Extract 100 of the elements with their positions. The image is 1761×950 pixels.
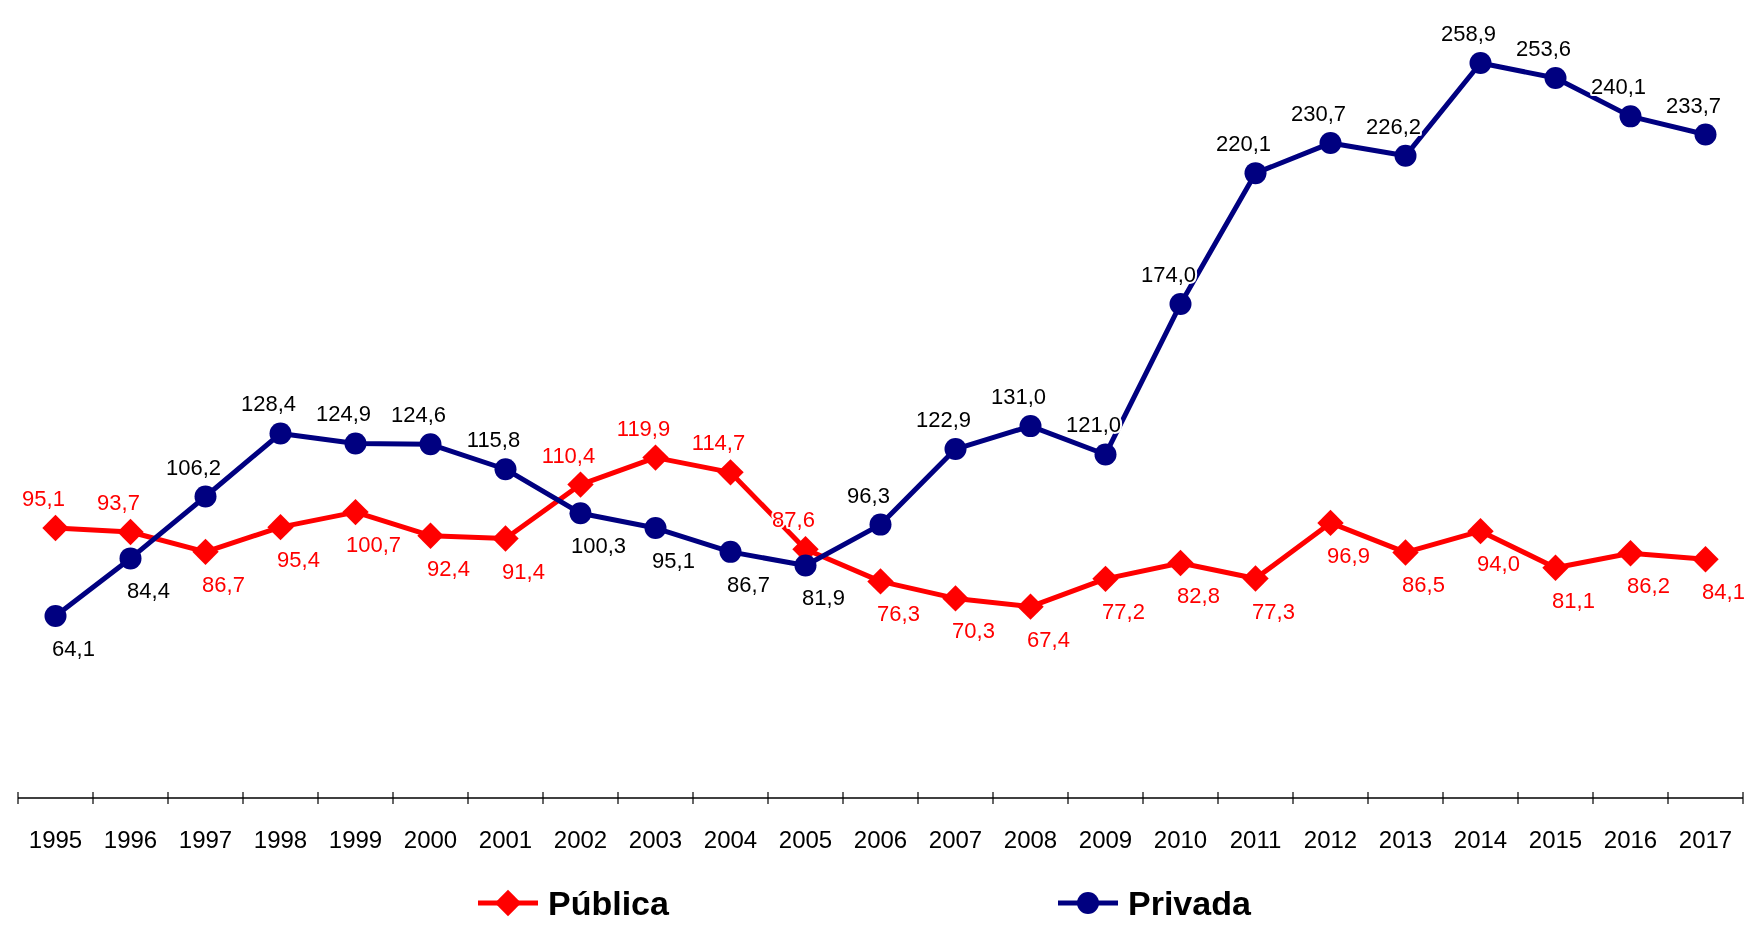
data-label: 115,8 bbox=[466, 427, 521, 453]
point bbox=[1169, 293, 1192, 316]
data-label: 70,3 bbox=[952, 618, 995, 644]
data-label: 128,4 bbox=[240, 391, 297, 417]
point bbox=[1019, 415, 1042, 438]
data-label: 96,3 bbox=[847, 482, 890, 508]
data-label: 67,4 bbox=[1027, 626, 1070, 652]
point bbox=[342, 498, 369, 526]
point bbox=[867, 568, 894, 595]
data-label: 77,2 bbox=[1102, 598, 1145, 624]
data-label: 84,1 bbox=[1702, 579, 1745, 605]
x-tick-label: 2016 bbox=[1603, 826, 1658, 853]
data-label: 84,4 bbox=[127, 578, 170, 604]
point bbox=[1317, 509, 1344, 537]
point bbox=[1467, 517, 1494, 545]
point bbox=[567, 471, 594, 498]
data-label: 124,6 bbox=[390, 402, 447, 428]
point bbox=[119, 547, 142, 570]
x-tick-label: 1997 bbox=[178, 826, 233, 853]
x-tick-label: 2003 bbox=[628, 826, 683, 853]
data-label: 100,7 bbox=[345, 532, 402, 558]
point bbox=[1167, 549, 1194, 577]
point bbox=[1542, 554, 1569, 581]
data-label: 95,4 bbox=[277, 547, 320, 573]
point bbox=[717, 459, 744, 486]
data-label: 122,9 bbox=[915, 407, 972, 433]
data-label: 106,2 bbox=[165, 454, 222, 480]
point bbox=[1544, 67, 1567, 90]
data-label: 64,1 bbox=[52, 636, 95, 662]
point bbox=[642, 444, 669, 471]
data-label: 91,4 bbox=[502, 558, 545, 584]
point bbox=[1694, 123, 1717, 146]
point bbox=[44, 605, 67, 628]
data-label: 124,9 bbox=[315, 401, 372, 427]
point bbox=[42, 514, 69, 542]
point bbox=[1469, 52, 1492, 74]
point bbox=[944, 438, 967, 461]
x-tick-label: 2008 bbox=[1003, 826, 1058, 853]
point bbox=[1094, 443, 1117, 466]
point bbox=[719, 540, 742, 563]
point bbox=[269, 422, 292, 445]
x-tick-label: 1996 bbox=[103, 826, 158, 853]
x-tick-label: 2014 bbox=[1453, 826, 1508, 853]
data-label: 220,1 bbox=[1215, 131, 1272, 157]
data-label: 92,4 bbox=[427, 555, 470, 581]
data-label: 100,3 bbox=[570, 533, 627, 559]
data-label: 95,1 bbox=[22, 486, 65, 512]
point bbox=[267, 513, 294, 541]
data-label: 131,0 bbox=[990, 384, 1047, 410]
x-tick-label: 1998 bbox=[253, 826, 308, 853]
legend-label: Privada bbox=[1128, 884, 1252, 922]
point bbox=[1017, 593, 1044, 620]
data-label: 240,1 bbox=[1590, 74, 1647, 100]
data-label: 230,7 bbox=[1290, 101, 1347, 127]
x-tick-label: 2007 bbox=[928, 826, 983, 853]
point bbox=[869, 513, 892, 536]
data-label: 86,2 bbox=[1627, 573, 1670, 599]
x-tick-label: 1999 bbox=[328, 826, 383, 853]
point bbox=[417, 522, 444, 549]
point bbox=[1619, 105, 1642, 128]
point bbox=[1319, 132, 1342, 155]
data-label: 110,4 bbox=[541, 442, 596, 468]
point bbox=[1092, 565, 1119, 593]
x-tick-label: 2005 bbox=[778, 826, 833, 853]
point bbox=[1394, 144, 1417, 167]
point bbox=[344, 432, 367, 455]
data-label: 95,1 bbox=[652, 548, 695, 574]
point bbox=[492, 525, 519, 552]
data-label: 94,0 bbox=[1477, 551, 1520, 577]
point bbox=[1244, 162, 1267, 185]
point bbox=[494, 458, 517, 481]
data-label: 114,7 bbox=[691, 430, 746, 456]
x-tick-label: 2004 bbox=[703, 826, 758, 853]
point bbox=[192, 538, 219, 566]
x-tick-label: 2010 bbox=[1153, 826, 1208, 853]
data-label: 226,2 bbox=[1365, 113, 1422, 139]
point bbox=[569, 502, 592, 525]
data-label: 81,9 bbox=[802, 585, 845, 611]
x-tick-label: 1995 bbox=[28, 826, 83, 853]
data-label: 253,6 bbox=[1515, 36, 1572, 62]
x-tick-label: 2002 bbox=[553, 826, 608, 853]
x-tick-label: 2000 bbox=[403, 826, 458, 853]
x-tick-label: 2017 bbox=[1678, 826, 1733, 853]
data-label: 119,9 bbox=[616, 415, 671, 441]
x-tick-label: 2013 bbox=[1378, 826, 1433, 853]
data-label: 86,5 bbox=[1402, 572, 1445, 598]
data-label: 82,8 bbox=[1177, 582, 1220, 608]
x-tick-label: 2012 bbox=[1303, 826, 1358, 853]
point bbox=[117, 518, 144, 546]
data-label: 77,3 bbox=[1252, 598, 1295, 624]
point bbox=[419, 433, 442, 456]
data-label: 93,7 bbox=[97, 489, 140, 515]
data-label: 233,7 bbox=[1665, 92, 1722, 118]
point bbox=[1617, 540, 1644, 567]
x-tick-label: 2011 bbox=[1229, 826, 1282, 853]
x-tick-label: 2001 bbox=[478, 826, 533, 853]
data-label: 258,9 bbox=[1440, 21, 1497, 46]
data-label: 86,7 bbox=[727, 571, 770, 597]
point bbox=[794, 554, 817, 577]
data-label: 76,3 bbox=[877, 601, 920, 627]
